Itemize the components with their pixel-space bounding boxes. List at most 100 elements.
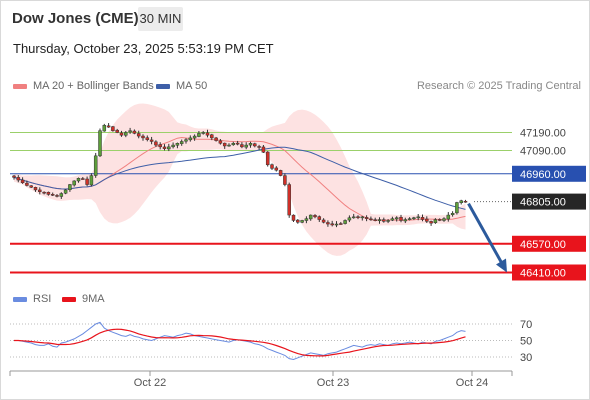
candle — [261, 144, 266, 153]
candle-body — [46, 191, 51, 195]
candle-body — [253, 143, 257, 147]
candle-body — [192, 135, 197, 139]
candle-body — [50, 194, 55, 196]
candle-body — [455, 202, 459, 214]
candle — [76, 177, 81, 183]
x-tick-label: Oct 22 — [134, 377, 166, 389]
candle — [257, 144, 261, 150]
candle — [317, 215, 322, 222]
level-tag-pivot — [512, 165, 586, 182]
candle — [72, 180, 76, 187]
legend-rsi-ma-label: 9MA — [82, 293, 105, 305]
candle — [25, 180, 29, 187]
candle — [308, 214, 313, 221]
instrument-title: Dow Jones (CME) — [12, 10, 139, 27]
candle-body — [429, 221, 433, 224]
candle-body — [364, 217, 369, 219]
candle — [442, 217, 446, 222]
candle-body — [304, 218, 309, 221]
candle — [248, 141, 253, 148]
candle-body — [446, 214, 451, 220]
candle-body — [403, 219, 408, 222]
candle — [373, 217, 377, 222]
candle-body — [201, 132, 205, 134]
legend-ma50: MA 50 — [156, 80, 207, 92]
candle-body — [377, 219, 382, 222]
candle — [382, 217, 386, 223]
candle-body — [145, 137, 150, 140]
rsi-ma-swatch-icon — [62, 296, 76, 302]
candle-body — [382, 219, 386, 222]
candle-body — [33, 187, 38, 191]
candle-body — [119, 132, 124, 136]
candle-body — [416, 216, 420, 219]
candle-body — [317, 216, 322, 220]
candle-body — [205, 132, 210, 136]
candle — [188, 135, 193, 142]
candle-body — [433, 219, 438, 223]
candle — [253, 142, 257, 148]
candle-body — [313, 215, 317, 218]
candle-body — [425, 218, 429, 222]
candle — [343, 219, 347, 225]
candle-body — [283, 175, 287, 185]
candle — [149, 136, 154, 145]
candle — [184, 138, 188, 144]
candle — [437, 218, 442, 222]
candle — [446, 212, 451, 222]
rsi-level-label: 50 — [520, 336, 532, 348]
candle-body — [158, 144, 162, 148]
candle — [278, 169, 283, 177]
candle — [235, 140, 240, 146]
candle-body — [93, 155, 98, 176]
candle — [162, 144, 167, 151]
interval-button[interactable]: 30 MIN — [138, 7, 183, 31]
candle-body — [72, 180, 76, 186]
candle — [111, 125, 115, 132]
candle — [283, 173, 287, 187]
candle — [63, 189, 68, 195]
candle — [287, 182, 291, 218]
candle-body — [128, 130, 132, 133]
rsi-level-label: 70 — [520, 319, 532, 331]
candle-body — [265, 151, 270, 166]
candle — [98, 128, 102, 158]
candle — [416, 214, 420, 221]
candle — [12, 175, 16, 180]
candle — [119, 130, 124, 137]
candle — [433, 218, 438, 224]
candle — [85, 176, 89, 187]
candle — [102, 123, 107, 132]
candle-body — [407, 218, 412, 220]
candle-body — [373, 219, 377, 221]
candle — [171, 142, 175, 149]
candle-body — [270, 164, 274, 169]
candle — [360, 215, 365, 221]
candle-body — [162, 146, 167, 149]
candle — [407, 217, 412, 221]
candle — [210, 133, 214, 141]
candle — [403, 217, 408, 224]
candle — [390, 216, 395, 222]
candle — [124, 131, 128, 138]
candle — [240, 142, 244, 149]
candle — [214, 136, 218, 142]
candle-body — [326, 222, 330, 225]
candle — [81, 176, 85, 180]
candle-body — [274, 167, 279, 171]
candle — [59, 192, 64, 199]
candle — [412, 216, 416, 221]
candle-body — [81, 178, 85, 180]
candle-body — [132, 130, 137, 134]
candle-body — [222, 142, 227, 147]
candle — [145, 135, 150, 142]
candle — [218, 138, 223, 145]
candle-body — [459, 200, 463, 204]
level-tag-support — [512, 235, 586, 252]
candle-body — [115, 129, 119, 133]
candle-body — [175, 143, 180, 146]
forecast-arrow-icon — [496, 258, 507, 273]
candle-body — [214, 137, 218, 141]
rsi-ma-line — [14, 328, 466, 357]
